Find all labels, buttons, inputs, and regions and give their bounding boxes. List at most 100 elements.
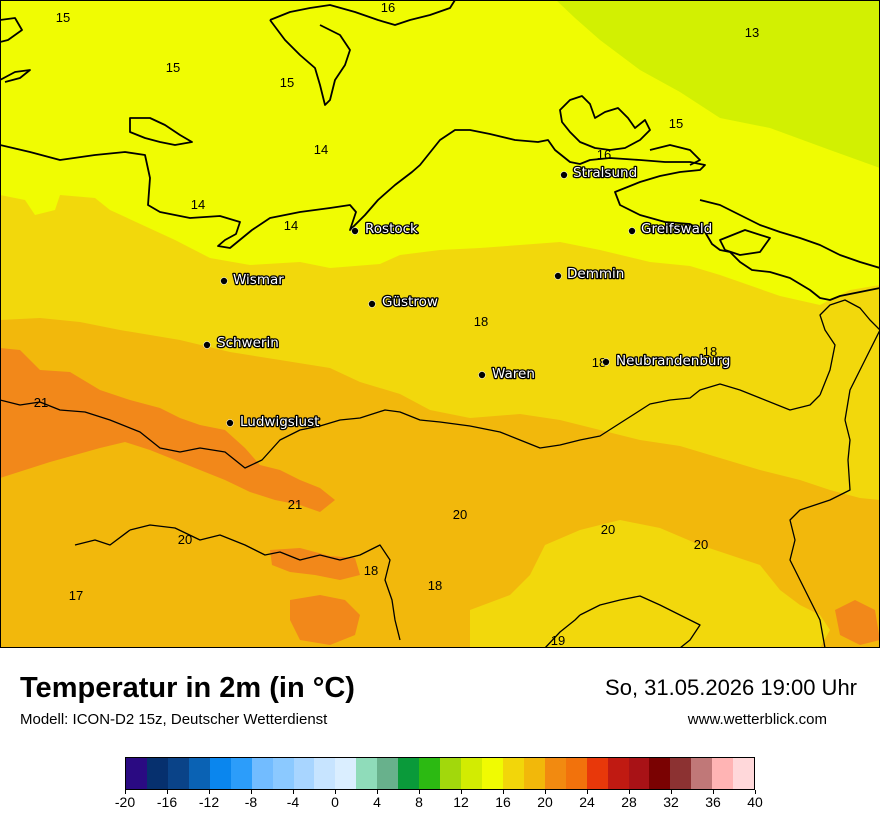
- colorbar-cell: [272, 758, 294, 789]
- colorbar-tick-mark: [293, 790, 294, 794]
- value-label: 15: [166, 60, 180, 75]
- colorbar-tick-mark: [377, 790, 378, 794]
- city-neubrandenburg[interactable]: Neubrandenburg: [602, 352, 732, 370]
- colorbar-cell: [586, 758, 608, 789]
- colorbar-tick-mark: [587, 790, 588, 794]
- city-marker: [368, 300, 376, 308]
- colorbar-cell: [293, 758, 315, 789]
- city-label: Stralsund: [573, 165, 637, 181]
- temp-zone-22-se: [835, 600, 880, 645]
- colorbar-cell: [628, 758, 650, 789]
- colorbar-tick-label: 16: [495, 794, 511, 810]
- value-label: 15: [280, 75, 294, 90]
- colorbar-tick-mark: [251, 790, 252, 794]
- city-rostock[interactable]: Rostock: [351, 220, 419, 238]
- city-ludwigslust[interactable]: Ludwigslust: [226, 413, 321, 431]
- colorbar-tick-mark: [545, 790, 546, 794]
- colorbar-tick-mark: [461, 790, 462, 794]
- colorbar-tick-label: -12: [198, 794, 220, 810]
- colorbar-tick-mark: [125, 790, 126, 794]
- colorbar-cell: [314, 758, 336, 789]
- value-label: 20: [453, 507, 467, 522]
- city-marker: [602, 358, 610, 366]
- colorbar-tick-label: 12: [453, 794, 469, 810]
- colorbar-tick-label: -4: [286, 794, 300, 810]
- city-label: Schwerin: [217, 335, 279, 351]
- value-label: 19: [551, 633, 565, 648]
- colorbar-cell: [209, 758, 231, 789]
- temp-zone-13: [556, 0, 880, 168]
- colorbar-cell: [188, 758, 210, 789]
- city-marker: [628, 227, 636, 235]
- temperature-map: 15 16 13 15 15 15 16 14 14 14 18 18 18 2…: [0, 0, 880, 648]
- colorbar-tick-mark: [167, 790, 168, 794]
- colorbar-tick-label: 20: [537, 794, 553, 810]
- colorbar-tick-label: -8: [244, 794, 258, 810]
- temp-zone-22-patch: [270, 548, 360, 580]
- colorbar-tick-label: 40: [747, 794, 763, 810]
- value-label: 18: [592, 355, 606, 370]
- model-source: Modell: ICON-D2 15z, Deutscher Wetterdie…: [20, 711, 328, 728]
- colorbar-tick-mark: [419, 790, 420, 794]
- city-marker: [560, 171, 568, 179]
- temp-zone-18-south: [470, 520, 830, 648]
- value-label: 13: [745, 25, 759, 40]
- colorbar-cell: [146, 758, 168, 789]
- colorbar-cell: [523, 758, 545, 789]
- city-schwerin[interactable]: Schwerin: [203, 334, 280, 352]
- colorbar-cell: [670, 758, 692, 789]
- colorbar-tick-label: 24: [579, 794, 595, 810]
- website-link[interactable]: www.wetterblick.com: [687, 711, 827, 728]
- city-greifswald[interactable]: Greifswald: [628, 220, 714, 238]
- city-marker: [203, 341, 211, 349]
- city-wismar[interactable]: Wismar: [220, 271, 286, 289]
- coastlines: [0, 0, 880, 301]
- map-title: Temperatur in 2m (in °C): [20, 672, 355, 704]
- colorbar-cell: [649, 758, 671, 789]
- colorbar-tick-label: 4: [373, 794, 381, 810]
- value-label: 18: [364, 563, 378, 578]
- value-label: 16: [381, 0, 395, 15]
- colorbar-tick-label: -16: [156, 794, 178, 810]
- temp-zone-22-south: [290, 595, 360, 645]
- colorbar-cell: [481, 758, 503, 789]
- colorbar-tick-mark: [629, 790, 630, 794]
- value-label: 15: [56, 10, 70, 25]
- colorbar-tick-mark: [755, 790, 756, 794]
- colorbar-tick-label: 32: [663, 794, 679, 810]
- colorbar-tick-mark: [671, 790, 672, 794]
- city-marker: [478, 371, 486, 379]
- city-demmin[interactable]: Demmin: [554, 265, 626, 283]
- colorbar-cell: [502, 758, 524, 789]
- temperature-colorbar: [125, 757, 755, 790]
- city-marker: [220, 277, 228, 285]
- colorbar-tick-label: 28: [621, 794, 637, 810]
- colorbar-cell: [377, 758, 399, 789]
- value-label: 21: [34, 395, 48, 410]
- forecast-datetime: So, 31.05.2026 19:00 Uhr: [605, 675, 857, 700]
- city-marker: [351, 227, 359, 235]
- colorbar-tick-mark: [335, 790, 336, 794]
- value-label: 14: [284, 218, 298, 233]
- colorbar-ticks: -20 -16 -12 -8 -4 0 4 8 12 16 20 24 28 32 36 40: [115, 794, 763, 814]
- city-stralsund[interactable]: Stralsund: [560, 164, 638, 182]
- colorbar-tick-label: 0: [331, 794, 339, 810]
- temp-zone-22: [0, 348, 335, 512]
- colorbar-cell: [544, 758, 566, 789]
- value-label: 20: [601, 522, 615, 537]
- city-guestrow[interactable]: Güstrow: [368, 293, 439, 311]
- city-label: Demmin: [567, 266, 624, 282]
- city-waren[interactable]: Waren: [478, 365, 536, 383]
- colorbar-cell: [565, 758, 587, 789]
- value-label: 20: [694, 537, 708, 552]
- city-label: Neubrandenburg: [616, 353, 730, 369]
- value-label: 21: [288, 497, 302, 512]
- colorbar-cell: [733, 758, 755, 789]
- colorbar-cell: [607, 758, 629, 789]
- city-label: Waren: [492, 366, 535, 382]
- admin-borders: [0, 299, 880, 648]
- colorbar-cell: [461, 758, 482, 789]
- city-label: Güstrow: [382, 294, 438, 310]
- value-label: 18: [703, 344, 717, 359]
- cities: Stralsund Greifswald Rostock Demmin Wism…: [203, 164, 732, 431]
